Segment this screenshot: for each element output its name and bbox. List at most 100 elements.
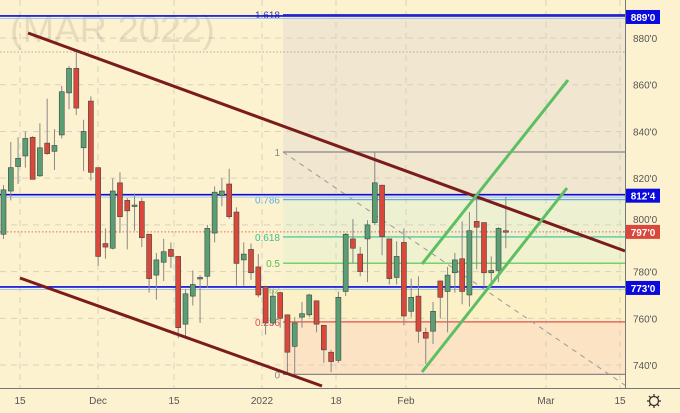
settings-gear-icon[interactable] [647,394,661,408]
time-tick-label: 15 [614,396,626,407]
candle-down [73,68,80,109]
candle-up [335,296,342,361]
candle-up [371,182,378,223]
time-tick-label: Mar [537,396,555,407]
candle-down [473,221,480,228]
time-tick-label: Dec [89,396,107,407]
price-tag-label: 773'0 [631,284,656,295]
price-tick-label: 860'0 [633,81,658,92]
candle-up [15,158,21,167]
candle-up [291,322,298,347]
candle-down [386,238,393,279]
candle-up [153,259,160,276]
lower-trend-line [19,276,323,388]
candle-up [364,224,371,240]
candle-up [342,233,349,292]
candle-down [124,200,131,212]
candle-down [328,351,334,362]
price-tick-label: 800'0 [633,215,658,226]
price-tag [626,280,660,295]
fib-band [283,14,625,152]
trend-drawings[interactable] [19,31,626,388]
candle-up [160,251,167,263]
candle-down [284,314,291,353]
fib-level-label: 1 [274,148,280,159]
candle-up [408,296,414,312]
price-tag-label: 812'4 [631,192,656,203]
candle-up [22,138,29,157]
time-tick-label: Feb [397,396,415,407]
price-tick-label: 780'0 [633,268,658,279]
candle-down [262,286,269,324]
candle-up [430,311,436,332]
candle-down [255,266,262,296]
time-axis-labels: 15 Dec 15 2022 18 Feb Mar 15 [14,396,626,407]
candle-down [233,211,240,264]
candle-up [80,131,87,149]
horizontal-levels[interactable] [0,15,625,290]
fib-band [283,151,625,200]
candle-up [204,228,211,277]
fib-level-label: 0 [274,370,280,381]
candle-down [175,256,182,328]
candle-up [58,91,65,136]
price-tick-label: 840'0 [633,127,658,138]
candle-down [379,184,385,237]
candle-down [29,136,36,180]
candle-down [357,253,364,272]
candle-up [51,145,58,152]
time-tick-label: 2022 [251,396,274,407]
time-tick-label: 15 [14,396,26,407]
candle-up [131,204,138,207]
candle-up [306,294,313,316]
candle-up [452,259,458,274]
fib-level-label: 0.236 [255,318,280,329]
price-tick-label: 880'0 [633,34,658,45]
candle-up [270,295,276,324]
candle-up [109,190,116,249]
candle-down [401,242,407,317]
price-tick-label: 760'0 [633,314,658,325]
candle-down [44,142,50,154]
candle-down [503,230,509,233]
upper-channel-line [420,79,570,265]
candle-down [313,300,320,325]
candle-down [422,332,429,339]
candle-up [197,277,203,280]
candle-down [117,182,123,218]
candle-up [299,313,305,318]
candle-up [240,253,247,261]
fib-bands [283,14,625,375]
candle-up [488,270,495,274]
candle-down [139,201,145,239]
candle-up [0,189,7,235]
candle-down [95,167,101,257]
fib-level-label: 0.5 [266,259,280,270]
price-tag [626,188,660,203]
price-tag-label: 889'0 [631,13,656,24]
candle-up [211,191,218,234]
candle-down [102,243,109,248]
candle-down [168,249,174,257]
candle-up [7,167,14,192]
candle-down [248,249,254,274]
price-tag [626,9,660,24]
price-tick-label: 820'0 [633,174,658,185]
upper-trend-line [27,31,626,253]
price-tag [626,224,660,239]
candle-up [495,228,502,271]
candle-up [182,293,189,325]
price-tag-label: 797'0 [631,228,656,239]
fib-band [283,236,625,264]
candle-down [350,238,356,249]
fib-band [283,289,625,322]
lower-channel-line [420,187,569,373]
candle-up [189,284,196,297]
candle-down [481,222,487,274]
candle-down [226,183,232,218]
fib-level-label: 0.618 [255,233,280,244]
candle-down [88,100,94,173]
fib-trend-line [282,151,626,386]
time-tick-label: 15 [168,396,180,407]
